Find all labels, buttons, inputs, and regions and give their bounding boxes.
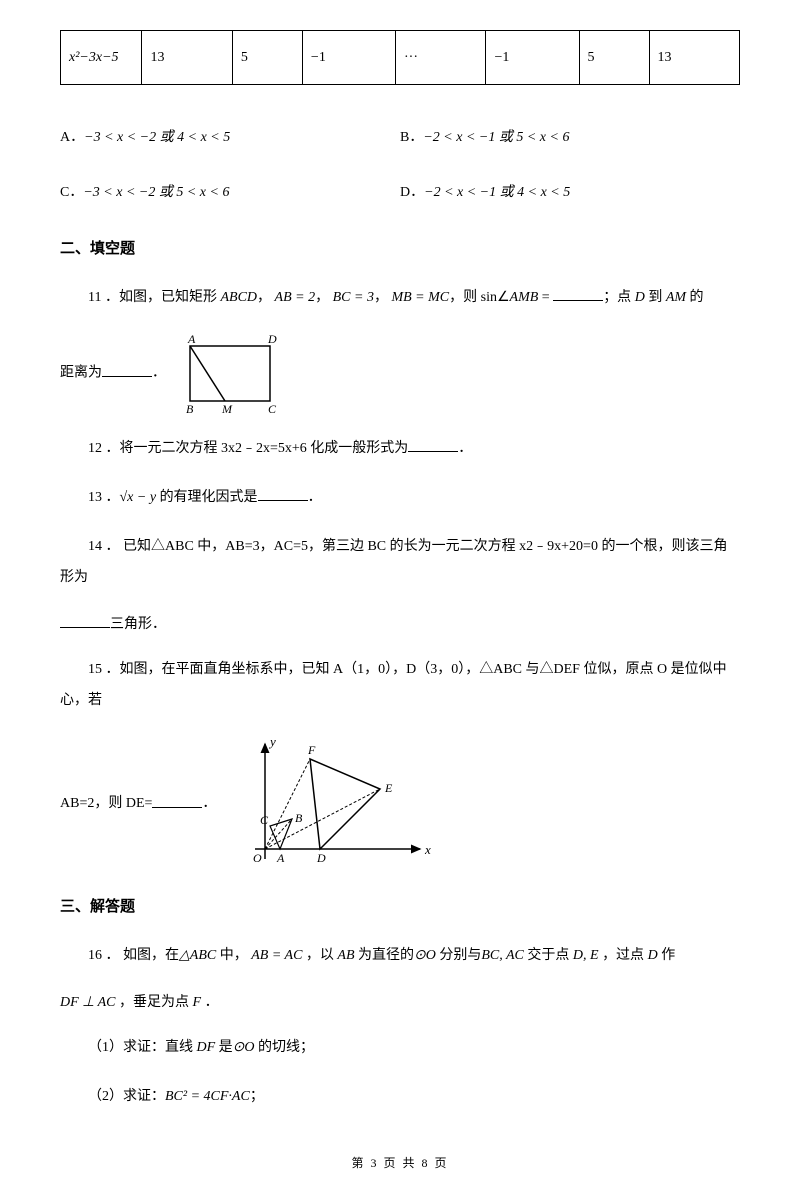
section-answer: 三、解答题 xyxy=(60,894,740,921)
svg-text:F: F xyxy=(307,743,316,757)
svg-text:A: A xyxy=(276,851,285,865)
question-14-tail: 三角形． xyxy=(60,612,740,637)
question-16: 16 ． 如图，在△ABC 中， AB = AC ，以 AB 为直径的⊙O 分别… xyxy=(60,941,740,972)
svg-text:D: D xyxy=(267,332,277,346)
question-11-tail: 距离为． A D B M C xyxy=(60,331,740,416)
table-header: x²−3x−5 xyxy=(61,31,142,85)
table-cell: −1 xyxy=(302,31,395,85)
svg-text:E: E xyxy=(384,781,393,795)
question-16-part2: （2）求证：BC² = 4CF·AC； xyxy=(60,1082,740,1113)
blank xyxy=(102,363,152,377)
svg-text:B: B xyxy=(295,811,303,825)
rectangle-figure-icon: A D B M C xyxy=(170,331,290,416)
section-fill-blank: 二、填空题 xyxy=(60,236,740,263)
table-cell: ··· xyxy=(396,31,486,85)
svg-text:O: O xyxy=(253,851,262,865)
blank xyxy=(553,287,603,301)
svg-text:D: D xyxy=(316,851,326,865)
coordinate-figure-icon: y x O A D B C E F xyxy=(220,734,440,874)
option-d: D．−2 < x < −1 或 4 < x < 5 xyxy=(400,180,740,205)
question-16-part1: （1）求证：直线 DF 是⊙O 的切线； xyxy=(60,1033,740,1064)
options-block: A．−3 < x < −2 或 4 < x < 5 B．−2 < x < −1 … xyxy=(60,125,740,205)
svg-text:C: C xyxy=(268,402,277,416)
question-15-tail: AB=2，则 DE=． y x O A D B C E F xyxy=(60,734,740,874)
svg-text:C: C xyxy=(260,813,269,827)
svg-text:A: A xyxy=(187,332,196,346)
question-12: 12 ．将一元二次方程 3x2﹣2x=5x+6 化成一般形式为． xyxy=(60,434,740,465)
blank xyxy=(408,438,458,452)
svg-text:y: y xyxy=(268,734,276,749)
blank xyxy=(258,487,308,501)
page-footer: 第 3 页 共 8 页 xyxy=(60,1153,740,1175)
option-a: A．−3 < x < −2 或 4 < x < 5 xyxy=(60,125,400,150)
question-13: 13 ．√x − y 的有理化因式是． xyxy=(60,483,740,514)
svg-text:B: B xyxy=(186,402,194,416)
table-cell: 5 xyxy=(232,31,302,85)
table-cell: 5 xyxy=(579,31,649,85)
option-b: B．−2 < x < −1 或 5 < x < 6 xyxy=(400,125,740,150)
question-11: 11 ．如图，已知矩形 ABCD， AB = 2， BC = 3， MB = M… xyxy=(60,283,740,314)
blank xyxy=(60,614,110,628)
svg-text:x: x xyxy=(424,842,431,857)
table-cell: 13 xyxy=(649,31,739,85)
svg-text:M: M xyxy=(221,402,233,416)
question-16-line2: DF ⊥ AC ，垂足为点 F ． xyxy=(60,990,740,1015)
question-14: 14 ． 已知△ABC 中，AB=3，AC=5，第三边 BC 的长为一元二次方程… xyxy=(60,532,740,594)
question-15: 15 ．如图，在平面直角坐标系中，已知 A（1，0），D（3，0），△ABC 与… xyxy=(60,655,740,717)
data-table: x²−3x−5 13 5 −1 ··· −1 5 13 xyxy=(60,30,740,85)
option-c: C．−3 < x < −2 或 5 < x < 6 xyxy=(60,180,400,205)
table-cell: −1 xyxy=(486,31,579,85)
blank xyxy=(152,794,202,808)
table-cell: 13 xyxy=(142,31,232,85)
